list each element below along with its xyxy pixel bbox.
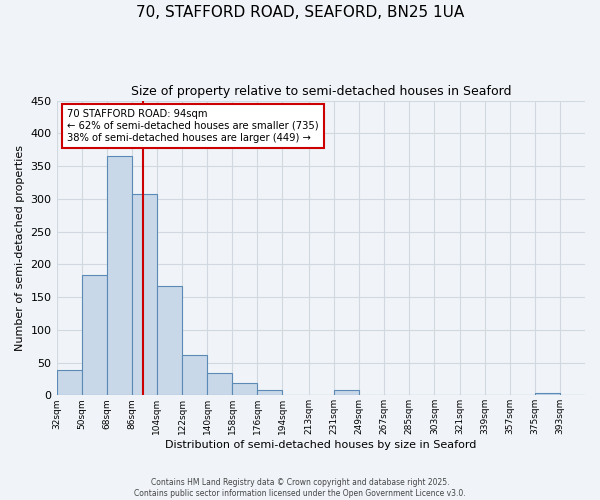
Bar [232, 383, 257, 396]
Bar [535, 394, 560, 396]
Bar [82, 275, 107, 396]
Text: Contains HM Land Registry data © Crown copyright and database right 2025.
Contai: Contains HM Land Registry data © Crown c… [134, 478, 466, 498]
Bar [207, 373, 232, 396]
Bar [132, 194, 157, 396]
Text: 70, STAFFORD ROAD, SEAFORD, BN25 1UA: 70, STAFFORD ROAD, SEAFORD, BN25 1UA [136, 5, 464, 20]
Text: 70 STAFFORD ROAD: 94sqm
← 62% of semi-detached houses are smaller (735)
38% of s: 70 STAFFORD ROAD: 94sqm ← 62% of semi-de… [67, 110, 319, 142]
Y-axis label: Number of semi-detached properties: Number of semi-detached properties [15, 145, 25, 351]
X-axis label: Distribution of semi-detached houses by size in Seaford: Distribution of semi-detached houses by … [165, 440, 476, 450]
Bar [334, 390, 359, 396]
Bar [107, 156, 132, 396]
Bar [182, 356, 207, 396]
Bar [257, 390, 283, 396]
Title: Size of property relative to semi-detached houses in Seaford: Size of property relative to semi-detach… [131, 85, 511, 98]
Bar [157, 286, 182, 396]
Bar [56, 370, 82, 396]
